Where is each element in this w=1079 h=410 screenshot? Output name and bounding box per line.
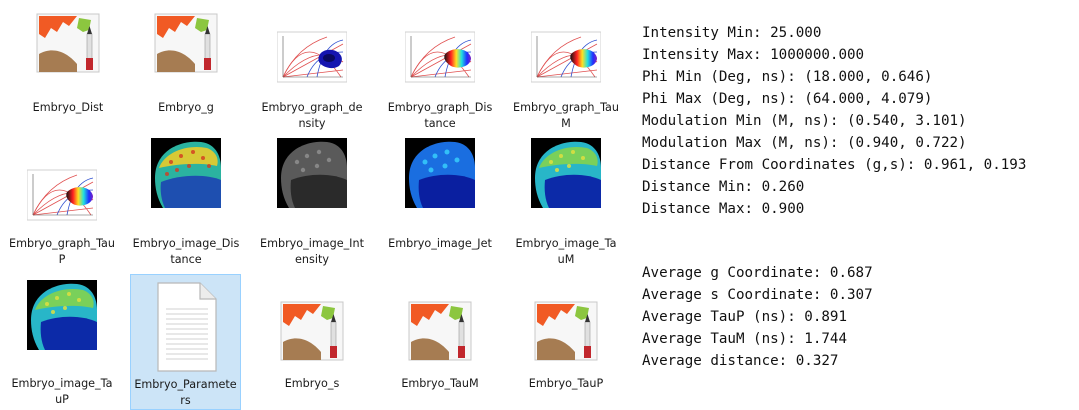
- embryo-image-thumbnail: [277, 138, 347, 208]
- file-embryo-graph-distance[interactable]: Embryo_graph_Distance: [384, 4, 496, 132]
- file-name: Embryo_image_Distance: [132, 236, 240, 268]
- parameters-line: Modulation Min (M, ns): (0.540, 3.101): [642, 110, 1026, 132]
- file-name: Embryo_s: [258, 376, 366, 392]
- averages-text: Average g Coordinate: 0.687 Average s Coo…: [642, 262, 873, 372]
- parameters-line: Distance Min: 0.260: [642, 176, 1026, 198]
- paint-app-icon: [531, 296, 601, 366]
- parameters-line: Distance From Coordinates (g,s): 0.961, …: [642, 154, 1026, 176]
- averages-line: Average TauP (ns): 0.891: [642, 306, 873, 328]
- file-name: Embryo_graph_TauM: [512, 100, 620, 132]
- file-embryo-image-taup[interactable]: Embryo_image_TauP: [6, 276, 118, 404]
- file-embryo-taum[interactable]: Embryo_TauM: [384, 276, 496, 404]
- file-embryo-image-intensity[interactable]: Embryo_image_Intensity: [256, 134, 368, 262]
- file-embryo-graph-density[interactable]: Embryo_graph_density: [256, 4, 368, 132]
- file-name: Embryo_graph_density: [258, 100, 366, 132]
- file-embryo-taup[interactable]: Embryo_TauP: [510, 276, 622, 404]
- averages-line: Average TauM (ns): 1.744: [642, 328, 873, 350]
- file-name: Embryo_graph_Distance: [386, 100, 494, 132]
- file-name: Embryo_g: [132, 100, 240, 116]
- file-name: Embryo_Parameters: [133, 377, 238, 409]
- paint-app-icon: [33, 8, 103, 78]
- file-embryo-image-jet[interactable]: Embryo_image_Jet: [384, 134, 496, 262]
- file-embryo-graph-taup[interactable]: Embryo_graph_TauP: [6, 134, 118, 262]
- file-embryo-image-taum[interactable]: Embryo_image_TauM: [510, 134, 622, 262]
- file-embryo-image-distance[interactable]: Embryo_image_Distance: [130, 134, 242, 262]
- embryo-image-thumbnail: [151, 138, 221, 208]
- text-document-icon: [150, 281, 222, 373]
- parameters-line: Phi Min (Deg, ns): (18.000, 0.646): [642, 66, 1026, 88]
- averages-line: Average distance: 0.327: [642, 350, 873, 372]
- parameters-text: Intensity Min: 25.000 Intensity Max: 1000…: [642, 22, 1026, 220]
- paint-app-icon: [277, 296, 347, 366]
- phasor-graph-thumbnail: [277, 22, 347, 92]
- file-name: Embryo_image_Jet: [386, 236, 494, 252]
- paint-app-icon: [151, 8, 221, 78]
- parameters-line: Phi Max (Deg, ns): (64.000, 4.079): [642, 88, 1026, 110]
- phasor-graph-thumbnail: [405, 22, 475, 92]
- file-name: Embryo_graph_TauP: [8, 236, 116, 268]
- file-name: Embryo_image_Intensity: [258, 236, 366, 268]
- phasor-graph-thumbnail: [27, 160, 97, 230]
- phasor-graph-thumbnail: [531, 22, 601, 92]
- file-name: Embryo_Dist: [14, 100, 122, 116]
- file-name: Embryo_TauP: [512, 376, 620, 392]
- embryo-image-thumbnail: [27, 280, 97, 350]
- parameters-line: Intensity Max: 1000000.000: [642, 44, 1026, 66]
- file-embryo-dist[interactable]: Embryo_Dist: [12, 4, 124, 132]
- file-name: Embryo_image_TauM: [512, 236, 620, 268]
- parameters-line: Intensity Min: 25.000: [642, 22, 1026, 44]
- averages-line: Average s Coordinate: 0.307: [642, 284, 873, 306]
- file-embryo-graph-taum[interactable]: Embryo_graph_TauM: [510, 4, 622, 132]
- paint-app-icon: [405, 296, 475, 366]
- embryo-image-thumbnail: [405, 138, 475, 208]
- averages-line: Average g Coordinate: 0.687: [642, 262, 873, 284]
- file-embryo-parameters[interactable]: Embryo_Parameters: [130, 274, 241, 410]
- file-name: Embryo_TauM: [386, 376, 494, 392]
- file-name: Embryo_image_TauP: [8, 376, 116, 408]
- file-embryo-g[interactable]: Embryo_g: [130, 4, 242, 132]
- parameters-line: Modulation Max (M, ns): (0.940, 0.722): [642, 132, 1026, 154]
- embryo-image-thumbnail: [531, 138, 601, 208]
- file-embryo-s[interactable]: Embryo_s: [256, 276, 368, 404]
- parameters-line: Distance Max: 0.900: [642, 198, 1026, 220]
